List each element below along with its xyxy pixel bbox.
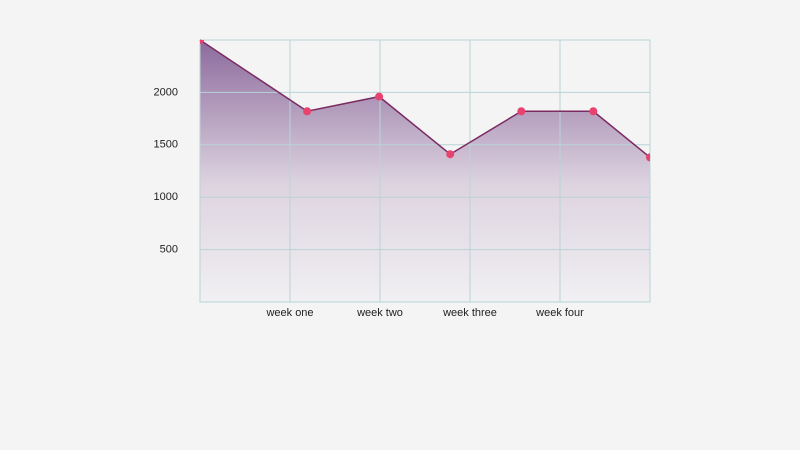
point-marker	[589, 107, 598, 116]
line-layer	[199, 39, 651, 162]
area-layer	[200, 40, 650, 302]
point-marker	[646, 153, 650, 162]
y-tick-label: 1500	[154, 139, 178, 151]
label-layer: 500 1000 1500 2000 week one week two week thre…	[154, 86, 585, 319]
markers	[200, 40, 650, 162]
plot-border	[199, 39, 651, 303]
point-marker	[375, 92, 384, 101]
x-tick-label: week one	[265, 307, 313, 319]
x-tick-label: week four	[535, 307, 584, 319]
y-tick-label: 500	[160, 244, 178, 256]
x-tick-label: week three	[442, 307, 497, 319]
y-tick-label: 2000	[154, 86, 178, 98]
point-marker	[303, 107, 312, 116]
grid-layer	[200, 40, 650, 302]
point-marker	[200, 40, 204, 44]
x-tick-label: week two	[356, 307, 403, 319]
point-marker	[517, 107, 526, 116]
point-marker	[446, 150, 455, 159]
area-fill	[200, 40, 650, 302]
y-tick-label: 1000	[154, 191, 178, 203]
